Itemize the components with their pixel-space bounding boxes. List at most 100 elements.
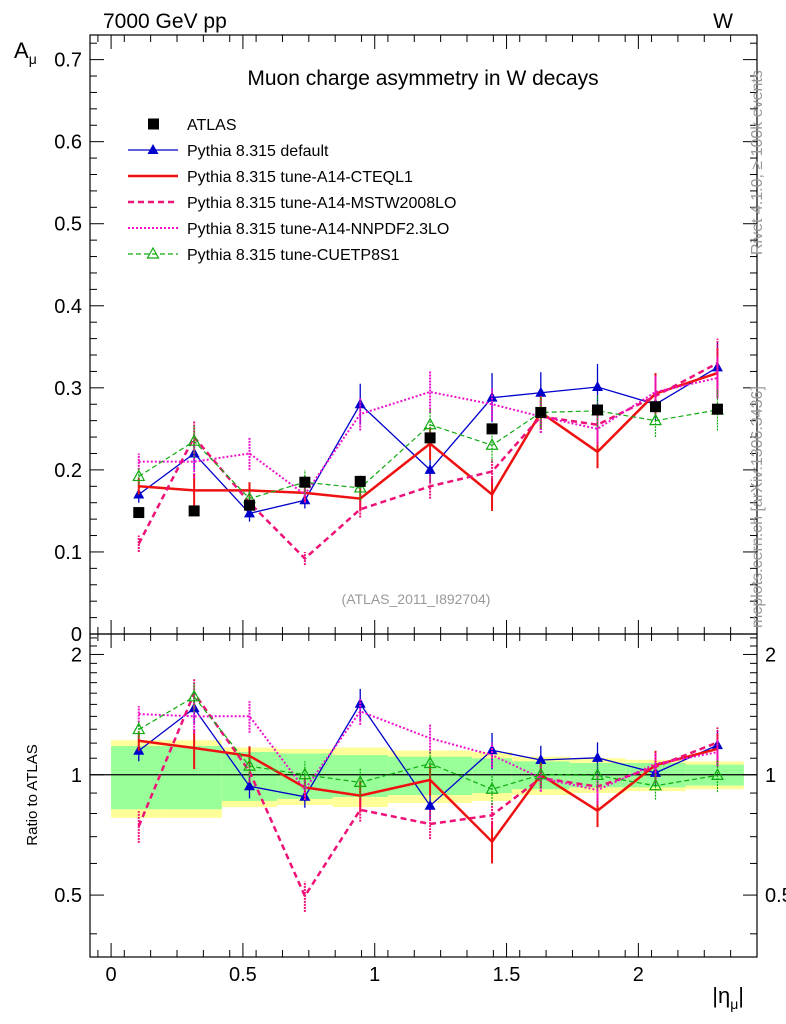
data-point [592, 404, 603, 416]
open-triangle-marker [648, 778, 663, 791]
y-axis-label: Aμ [14, 38, 37, 67]
analysis-id: (ATLAS_2011_I892704) [342, 591, 491, 607]
ratio-tick-label-right: 0.5 [765, 885, 786, 907]
data-point [244, 499, 255, 511]
open-triangle-marker [146, 246, 160, 259]
open-triangle-marker [590, 768, 605, 781]
open-triangle-marker [353, 480, 367, 493]
y-axis-label-main: A [14, 38, 29, 63]
open-triangle-marker [710, 768, 724, 781]
ratio-tick-label-left: 1 [71, 765, 82, 787]
open-triangle-marker [298, 767, 312, 780]
triangle-marker [244, 780, 255, 791]
triangle-marker [535, 386, 547, 397]
data-point [535, 406, 547, 418]
open-triangle-marker [423, 417, 437, 430]
rivet-label: Rivet 4.1.0, ≥ 100k events [749, 70, 766, 255]
atlas-data [133, 401, 723, 519]
mcplots-label: mcplots.cern.ch [arXiv:1306.3436] [749, 386, 766, 628]
x-tick-label: 1.5 [493, 964, 521, 986]
legend-label: Pythia 8.315 tune-A14-CTEQL1 [187, 169, 413, 186]
open-triangle-marker [353, 775, 367, 787]
legend-label: Pythia 8.315 tune-A14-MSTW2008LO [187, 195, 456, 212]
y-tick-label: 0 [71, 624, 82, 646]
triangle-marker [592, 751, 603, 762]
y-tick-label: 0.3 [54, 378, 82, 400]
open-triangle-marker [132, 722, 146, 735]
header-right: W [713, 10, 733, 33]
x-tick-label: 0.5 [229, 964, 257, 986]
ratio-y-label: Ratio to ATLAS [24, 744, 41, 845]
open-triangle-marker [648, 413, 663, 426]
legend-entry-0: Pythia 8.315 default [128, 143, 329, 160]
y-tick-label: 0.7 [54, 50, 82, 72]
mc-series-3 [137, 357, 719, 503]
triangle-marker [424, 799, 436, 810]
data-point [711, 403, 723, 415]
open-triangle-marker [132, 469, 146, 482]
y-tick-label: 0.4 [54, 296, 82, 318]
legend: ATLAS Pythia 8.315 default Pythia 8.315 tu… [128, 117, 456, 264]
triangle-marker [486, 391, 498, 402]
y-tick-label: 0.6 [54, 132, 82, 154]
open-triangle-marker [485, 438, 499, 450]
x-tick-label: 2 [633, 964, 644, 986]
legend-label: Pythia 8.315 tune-A14-NNPDF2.3LO [187, 221, 449, 238]
mc-series-2 [137, 338, 719, 566]
data-point [486, 423, 498, 435]
y-ticks: 0 0.1 0.2 0.3 0.4 0.5 0.6 0.7 [54, 42, 757, 646]
y-tick-label: 0.1 [54, 542, 82, 564]
triangle-marker [147, 144, 159, 154]
mc-series-0 [133, 342, 723, 522]
legend-marker [148, 118, 159, 130]
data-point [650, 401, 661, 413]
header-left: 7000 GeV pp [103, 10, 227, 33]
x-tick-label: 0 [106, 964, 117, 986]
triangle-marker [424, 463, 436, 474]
ratio-tick-label-left: 2 [71, 644, 82, 666]
chart-title: Muon charge asymmetry in W decays [247, 67, 598, 90]
x-axis-label-sub: μ [730, 996, 738, 1012]
y-axis-label-sub: μ [29, 51, 37, 67]
ratio-y-ticks: 0.5 0.5 1 1 2 2 [54, 637, 786, 935]
x-ticks: 0 0.5 1 1.5 2 [97, 35, 732, 986]
triangle-marker [244, 507, 255, 518]
legend-entry-3: Pythia 8.315 tune-A14-NNPDF2.3LO [128, 221, 449, 238]
open-triangle-marker [485, 781, 499, 794]
open-triangle-marker [242, 758, 257, 771]
legend-entry-1: Pythia 8.315 tune-A14-CTEQL1 [128, 169, 413, 186]
data-point [354, 475, 366, 487]
ratio-tick-label-right: 1 [765, 765, 776, 787]
y-tick-label: 0.5 [54, 214, 82, 236]
open-triangle-marker [534, 767, 548, 780]
legend-entry-atlas: ATLAS [148, 117, 237, 134]
legend-entry-4: Pythia 8.315 tune-CUETP8S1 [128, 246, 400, 264]
data-point [188, 505, 200, 517]
ratio-tick-label-left: 0.5 [54, 885, 82, 907]
data-point [424, 432, 436, 444]
ratio-series-line [138, 696, 718, 790]
legend-label: Pythia 8.315 default [187, 143, 329, 160]
ratio-frame [89, 633, 758, 958]
main-panel: 0 0.5 1 1.5 200.10.20.30.40.50.60.7 [54, 34, 758, 986]
x-axis-label-tail: | [738, 983, 744, 1008]
y-tick-label: 0.2 [54, 460, 82, 482]
legend-entry-2: Pythia 8.315 tune-A14-MSTW2008LO [128, 195, 456, 212]
data-point [299, 476, 311, 488]
x-axis-label-main: |η [712, 983, 730, 1008]
ratio-panel: 0.5 0.5 1 1 2 2 [54, 633, 786, 958]
legend-label: ATLAS [187, 117, 237, 134]
legend-label: Pythia 8.315 tune-CUETP8S1 [187, 247, 400, 264]
open-triangle-marker [187, 433, 201, 446]
x-axis-label: |ημ| [712, 983, 744, 1012]
triangle-marker [535, 753, 547, 764]
data-point [133, 507, 145, 519]
ratio-tick-label-right: 2 [765, 644, 776, 666]
triangle-marker [592, 381, 603, 392]
open-triangle-marker [187, 689, 201, 702]
x-tick-label: 1 [369, 964, 380, 986]
series-line [138, 377, 718, 496]
mc-ratio-series-4 [132, 682, 724, 806]
open-triangle-marker [423, 756, 437, 769]
